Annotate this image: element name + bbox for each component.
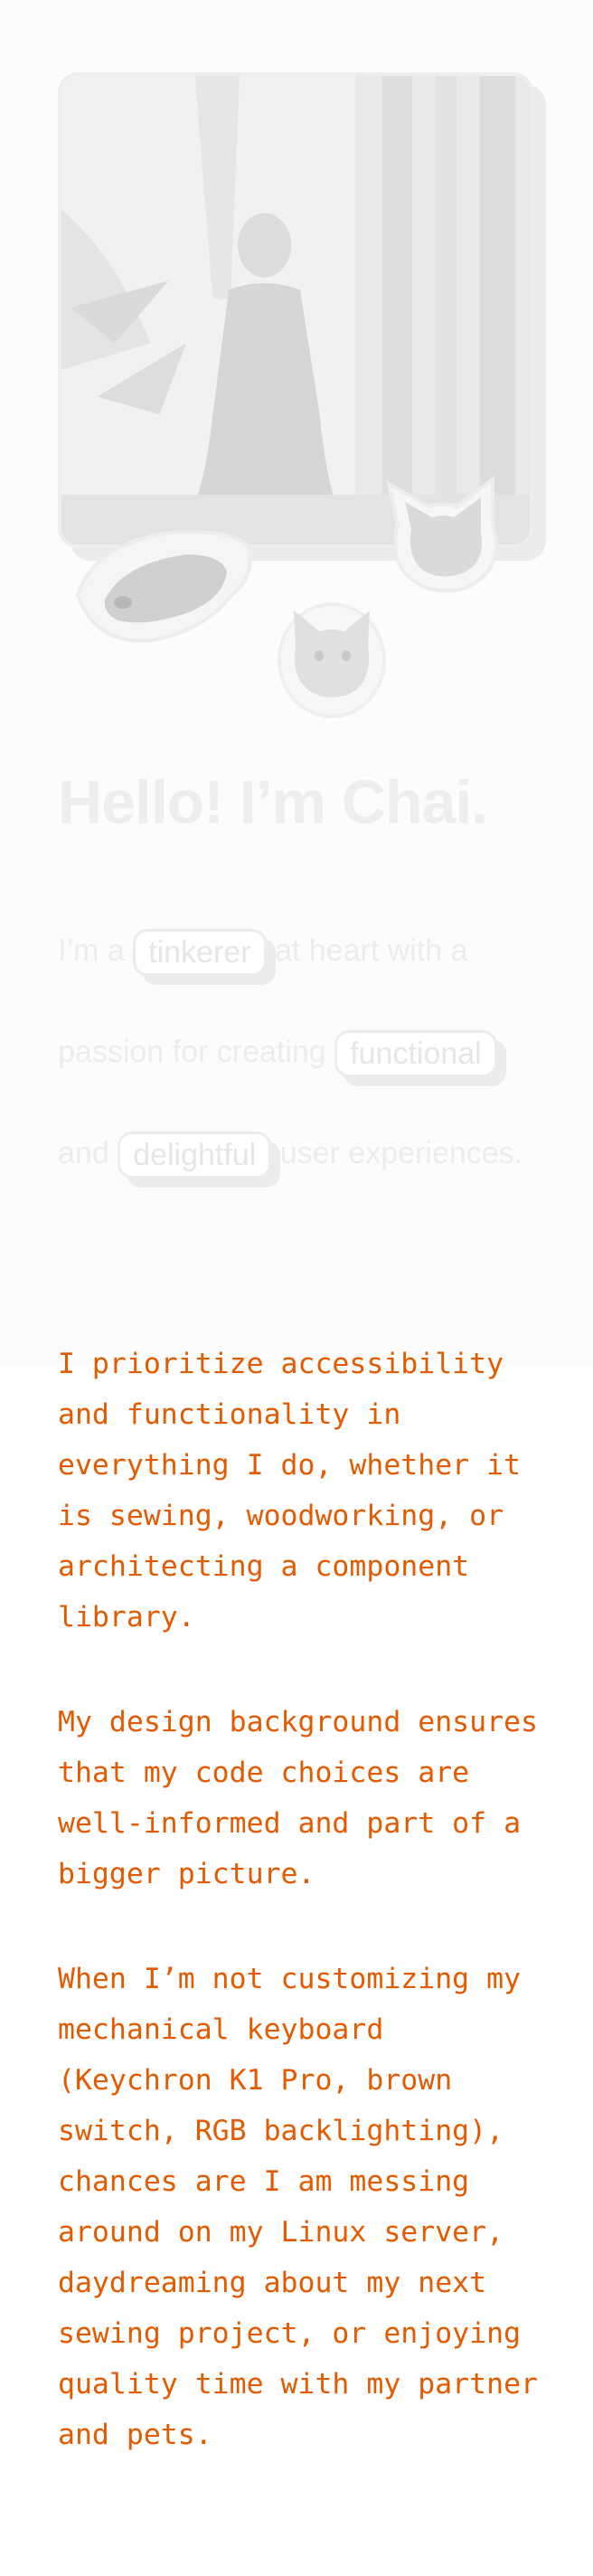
intro-middle-text: at heart with a passion for creating: [58, 933, 468, 1069]
hero-section: Hello! I’m Chai. I’m a tinkerer at heart…: [58, 72, 546, 1204]
intro-statement: I’m a tinkerer at heart with a passion f…: [58, 900, 546, 1204]
cat-head-icon: [386, 476, 498, 593]
functional-chip: functional: [334, 1030, 497, 1078]
bio-section: I prioritize accessibility and functiona…: [58, 1339, 546, 2514]
intro-tail-text: user experiences.: [279, 1136, 523, 1170]
dog-head-icon: [75, 529, 252, 643]
cat-pet-sticker-right: [380, 470, 506, 601]
dog-pet-sticker: [69, 514, 259, 649]
tinkerer-chip: tinkerer: [133, 929, 267, 977]
profile-photo-illustration: [61, 76, 530, 545]
bio-paragraph-accessibility: I prioritize accessibility and functiona…: [58, 1348, 522, 1634]
bio-paragraph-design: My design background ensures that my cod…: [58, 1706, 539, 1890]
bio-paragraph-hobbies: When I’m not customizing my mechanical k…: [58, 1963, 539, 2451]
intro-connector-text: and: [58, 1136, 109, 1170]
cat-pet-sticker-bottom: [276, 597, 389, 719]
cat-face-icon: [278, 602, 386, 718]
delightful-chip: delightful: [118, 1132, 272, 1179]
profile-photo: [58, 72, 533, 548]
intro-lead-text: I’m a: [58, 933, 125, 968]
page-title: Hello! I’m Chai.: [58, 768, 488, 837]
